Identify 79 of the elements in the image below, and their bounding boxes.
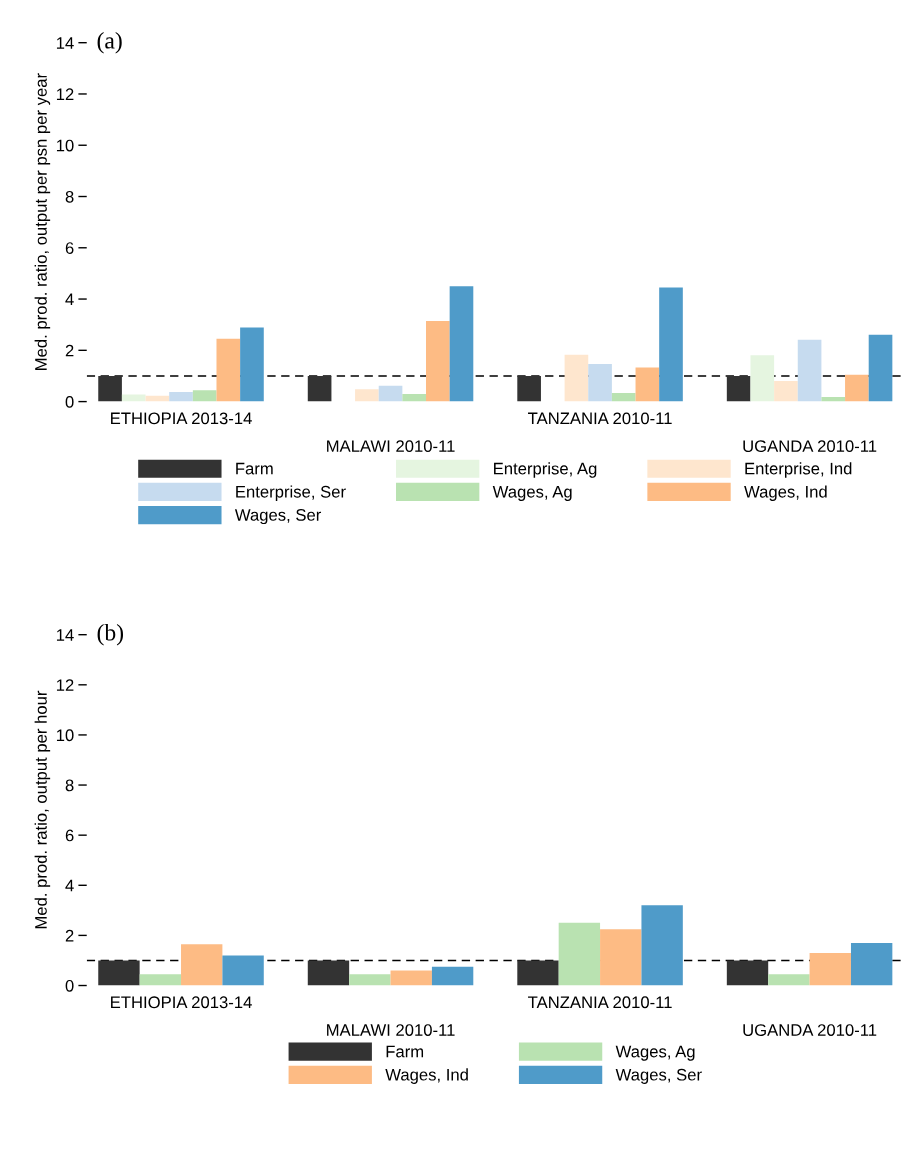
legend-label: Wages, Ind xyxy=(744,485,827,501)
bar xyxy=(588,363,612,402)
y-tick-label: 4 xyxy=(65,879,74,892)
y-tick-label: 8 xyxy=(65,779,74,792)
legend-label: Farm xyxy=(236,462,273,475)
x-tick-label: TANZANIA 2010-11 xyxy=(528,412,672,425)
y-tick-label: 6 xyxy=(65,242,74,254)
bar xyxy=(216,338,241,402)
bar xyxy=(774,381,798,402)
bar xyxy=(349,974,391,986)
legend-label: Enterprise, Ind xyxy=(745,462,852,478)
legend-label: Wages, Ser xyxy=(234,509,322,525)
bar xyxy=(307,375,332,402)
bar xyxy=(809,952,851,986)
y-axis-title: Med. prod. ratio, output per hour xyxy=(34,690,51,929)
bar xyxy=(726,375,751,402)
bar xyxy=(635,367,660,402)
bar xyxy=(121,394,146,402)
bar xyxy=(517,960,559,986)
bar xyxy=(659,287,683,402)
legend-label: Wages, Ind xyxy=(385,1068,468,1084)
bar xyxy=(355,389,379,402)
y-tick-label: 12 xyxy=(56,88,74,101)
bar xyxy=(850,942,893,986)
y-tick-label: 4 xyxy=(65,293,74,306)
bar xyxy=(378,385,403,402)
y-tick-label: 2 xyxy=(65,929,74,942)
bar xyxy=(726,960,769,986)
bar xyxy=(240,327,264,402)
bar xyxy=(139,974,182,986)
chart-title: (b) xyxy=(97,623,124,646)
bar xyxy=(641,905,683,986)
y-tick-label: 14 xyxy=(56,629,74,641)
y-tick-label: 0 xyxy=(65,395,74,408)
bar xyxy=(797,339,822,402)
x-tick-label: MALAWI 2010-11 xyxy=(327,1024,455,1036)
bar xyxy=(181,944,223,986)
x-tick-label: UGANDA 2010-11 xyxy=(743,1024,877,1036)
x-tick-label: ETHIOPIA 2013-14 xyxy=(111,412,252,425)
legend-label: Farm xyxy=(386,1045,424,1058)
bar xyxy=(564,354,589,402)
y-tick-label: 8 xyxy=(65,190,74,203)
bar xyxy=(431,966,474,986)
y-tick-label: 6 xyxy=(65,829,74,842)
bar xyxy=(307,960,350,986)
bar xyxy=(390,970,432,986)
x-tick-label: UGANDA 2010-11 xyxy=(743,440,877,453)
x-tick-label: TANZANIA 2010-11 xyxy=(528,996,672,1009)
bar xyxy=(517,375,541,402)
bar xyxy=(768,974,810,986)
bar xyxy=(558,922,601,986)
y-tick-label: 10 xyxy=(56,139,74,152)
y-tick-label: 14 xyxy=(56,37,74,49)
y-axis-title: Med. prod. ratio, output per psn per year xyxy=(34,73,51,370)
x-tick-label: MALAWI 2010-11 xyxy=(327,440,455,453)
y-tick-label: 2 xyxy=(65,344,74,357)
y-tick-label: 0 xyxy=(65,979,74,992)
legend-label: Wages, Ag xyxy=(615,1045,695,1061)
y-tick-label: 10 xyxy=(56,729,74,742)
chart-title: (a) xyxy=(97,31,122,54)
bar xyxy=(222,955,264,986)
bar xyxy=(868,334,893,402)
legend-label: Wages, Ag xyxy=(492,486,572,501)
bar xyxy=(449,286,474,402)
bar xyxy=(402,393,427,402)
bar xyxy=(192,390,217,402)
y-tick-label: 12 xyxy=(56,679,74,691)
x-tick-label: ETHIOPIA 2013-14 xyxy=(111,996,252,1009)
bar xyxy=(169,392,193,402)
legend-label: Enterprise, Ser xyxy=(236,485,346,501)
bar xyxy=(98,375,122,402)
bar xyxy=(98,960,140,986)
bar xyxy=(750,355,775,402)
bar xyxy=(600,929,642,986)
legend-label: Wages, Ser xyxy=(615,1068,702,1084)
bar xyxy=(611,392,636,402)
bar xyxy=(426,321,450,402)
bar xyxy=(845,374,869,402)
legend-label: Enterprise, Ag xyxy=(494,462,597,478)
